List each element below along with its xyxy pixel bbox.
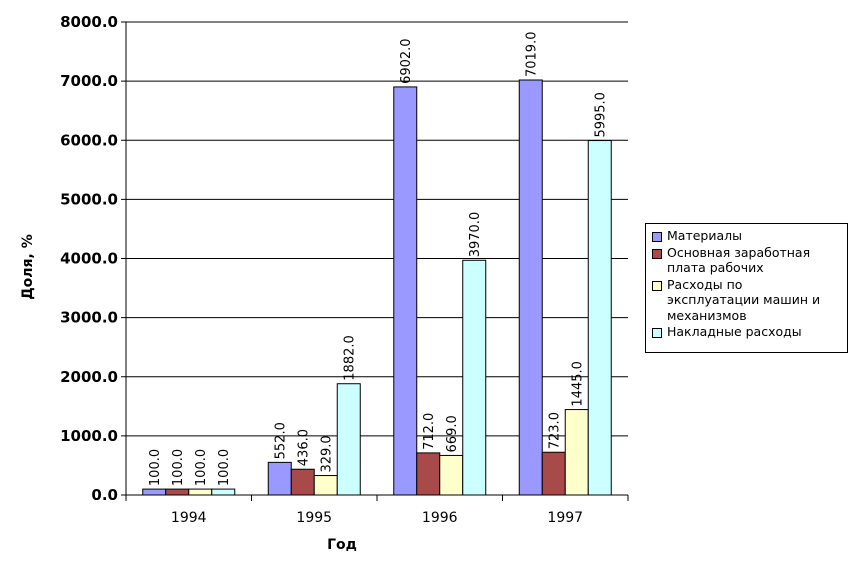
legend-swatch-overhead bbox=[652, 328, 662, 338]
bar bbox=[416, 452, 441, 496]
y-tick-label: 8000.0 bbox=[60, 13, 118, 31]
legend-item-overhead: Накладные расходы bbox=[652, 324, 843, 340]
data-label: 100.0 bbox=[194, 449, 209, 486]
data-label: 6902.0 bbox=[399, 38, 414, 84]
data-label: 1882.0 bbox=[343, 335, 358, 381]
legend-label-materials: Материалы bbox=[667, 228, 742, 243]
data-label: 723.0 bbox=[548, 412, 563, 449]
bar bbox=[518, 79, 543, 496]
legend-label-machine-costs: Расходы по эксплуатации машин и механизм… bbox=[667, 276, 821, 323]
data-label: 436.0 bbox=[297, 429, 312, 466]
y-tick-label: 0.0 bbox=[91, 486, 118, 504]
data-label: 552.0 bbox=[274, 422, 289, 459]
bar bbox=[336, 383, 361, 496]
y-tick-label: 7000.0 bbox=[60, 72, 118, 90]
y-tick-label: 3000.0 bbox=[60, 309, 118, 327]
data-label: 100.0 bbox=[148, 449, 163, 486]
data-label: 669.0 bbox=[445, 415, 460, 452]
legend: Материалы Основная заработная плата рабо… bbox=[645, 223, 848, 353]
data-label: 100.0 bbox=[217, 449, 232, 486]
bar bbox=[587, 140, 612, 496]
bar bbox=[439, 454, 464, 496]
bar bbox=[267, 461, 292, 496]
bar bbox=[165, 488, 190, 496]
x-tick-label: 1996 bbox=[422, 510, 458, 526]
data-label: 100.0 bbox=[171, 449, 186, 486]
data-label: 3970.0 bbox=[468, 212, 483, 258]
bar bbox=[290, 468, 315, 496]
data-label: 1445.0 bbox=[571, 361, 586, 407]
legend-label-wages: Основная заработная плата рабочих bbox=[667, 244, 811, 276]
legend-item-machine-costs: Расходы по эксплуатации машин и механизм… bbox=[652, 277, 843, 324]
y-tick-label: 4000.0 bbox=[60, 250, 118, 268]
y-tick-label: 2000.0 bbox=[60, 368, 118, 386]
y-axis-title: Доля, % bbox=[20, 234, 36, 300]
bar bbox=[142, 488, 167, 496]
data-label: 712.0 bbox=[422, 413, 437, 450]
bar bbox=[393, 86, 418, 496]
x-axis-title: Год bbox=[327, 537, 357, 553]
legend-swatch-machine-costs bbox=[652, 280, 662, 291]
data-label: 7019.0 bbox=[525, 32, 540, 78]
legend-item-wages: Основная заработная плата рабочих bbox=[652, 245, 843, 276]
data-label: 5995.0 bbox=[594, 92, 609, 138]
y-tick-label: 6000.0 bbox=[60, 131, 118, 149]
data-label: 329.0 bbox=[320, 435, 335, 472]
x-tick-label: 1997 bbox=[547, 510, 583, 526]
legend-label-overhead: Накладные расходы bbox=[667, 324, 802, 339]
legend-item-materials: Материалы bbox=[652, 228, 843, 244]
y-tick-label: 1000.0 bbox=[60, 427, 118, 445]
bar bbox=[188, 488, 213, 496]
legend-swatch-materials bbox=[652, 232, 662, 242]
bar bbox=[564, 409, 589, 496]
legend-swatch-wages bbox=[652, 248, 662, 259]
y-tick-label: 5000.0 bbox=[60, 190, 118, 208]
bar bbox=[541, 451, 566, 496]
bar bbox=[211, 488, 236, 496]
bar bbox=[462, 259, 487, 496]
bar bbox=[313, 475, 338, 496]
x-tick-label: 1994 bbox=[171, 510, 207, 526]
x-tick-label: 1995 bbox=[296, 510, 332, 526]
